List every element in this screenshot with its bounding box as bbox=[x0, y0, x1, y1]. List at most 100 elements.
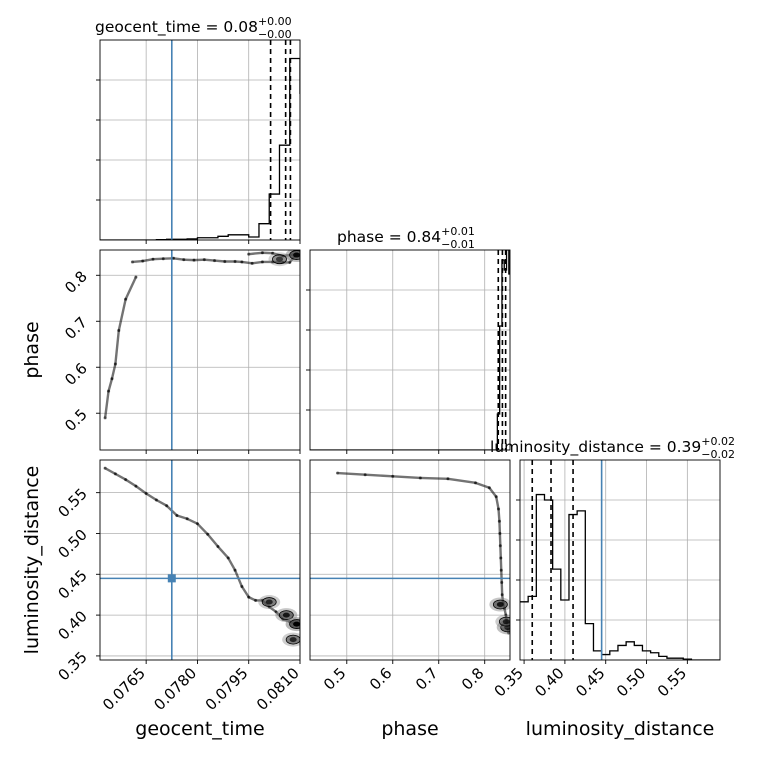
density-level-3 bbox=[289, 637, 297, 643]
panel-luminosity_distance-geocent_time bbox=[96, 459, 301, 664]
sample-trace bbox=[134, 484, 148, 495]
density-level-3 bbox=[293, 621, 300, 627]
y-tick-label-luminosity_distance: 0.55 bbox=[54, 485, 90, 521]
density-level-3 bbox=[502, 619, 510, 625]
samples-luminosity_distance_vs_geocent_time bbox=[103, 466, 300, 647]
sample-trace bbox=[185, 517, 199, 525]
x-tick-label-phase: 0.8 bbox=[458, 664, 488, 694]
truth-point bbox=[167, 574, 176, 583]
sample-trace bbox=[144, 492, 158, 502]
title-phase: phase = 0.84+0.01 −0.01 bbox=[337, 225, 475, 251]
sample-trace bbox=[250, 260, 264, 265]
x-tick-label-phase: 0.7 bbox=[412, 664, 442, 694]
panel-frame bbox=[519, 459, 721, 661]
x-axis-label-geocent_time: geocent_time bbox=[135, 718, 264, 740]
x-axis-label-luminosity_distance: luminosity_distance bbox=[526, 718, 715, 740]
histogram-luminosity_distance bbox=[520, 493, 720, 660]
title-lower-error: −0.00 bbox=[258, 28, 292, 41]
x-tick-label-luminosity_distance: 0.45 bbox=[572, 664, 608, 700]
sample-point bbox=[103, 416, 107, 420]
title-main: luminosity_distance = 0.39 bbox=[490, 438, 701, 457]
samples-luminosity_distance_vs_phase bbox=[335, 471, 510, 635]
x-tick-label-geocent_time: 0.0795 bbox=[202, 664, 252, 714]
sample-trace bbox=[495, 495, 500, 511]
sample-trace bbox=[213, 259, 226, 263]
density-level-3 bbox=[265, 599, 273, 605]
sample-trace bbox=[474, 481, 491, 489]
panel-geocent_time-geocent_time bbox=[96, 39, 301, 244]
histogram-geocent_time bbox=[100, 57, 300, 240]
sample-trace bbox=[196, 522, 209, 536]
panel-phase-geocent_time bbox=[96, 249, 301, 454]
sample-point bbox=[247, 252, 251, 256]
labels-layer: geocent_time = 0.08+0.00 −0.00 phase = 0.8… bbox=[21, 15, 735, 740]
density-level-3 bbox=[496, 601, 504, 607]
sample-trace bbox=[419, 476, 450, 480]
y-tick-label-luminosity_distance: 0.50 bbox=[54, 526, 90, 562]
sample-trace bbox=[240, 260, 254, 265]
sample-trace bbox=[103, 389, 110, 420]
sample-trace bbox=[336, 471, 367, 476]
y-tick-label-luminosity_distance: 0.35 bbox=[54, 648, 90, 684]
sample-trace bbox=[247, 251, 264, 256]
sample-trace bbox=[114, 472, 127, 481]
y-tick-label-phase: 0.7 bbox=[61, 313, 91, 343]
sample-trace bbox=[131, 259, 144, 264]
x-tick-label-geocent_time: 0.0765 bbox=[99, 664, 149, 714]
panel-frame bbox=[309, 459, 511, 661]
y-tick-label-phase: 0.8 bbox=[61, 267, 91, 297]
panel-frame bbox=[99, 459, 301, 661]
sample-trace bbox=[488, 486, 498, 498]
sample-trace bbox=[175, 514, 189, 520]
y-tick-label-luminosity_distance: 0.45 bbox=[54, 566, 90, 602]
panel-phase-phase bbox=[306, 249, 511, 454]
title-upper-error: +0.02 bbox=[701, 435, 735, 448]
y-tick-label-phase: 0.5 bbox=[61, 405, 91, 435]
sample-trace bbox=[141, 257, 155, 263]
sample-trace bbox=[124, 275, 138, 301]
sample-trace bbox=[117, 297, 127, 332]
samples-phase_vs_geocent_time bbox=[103, 250, 300, 420]
sample-trace bbox=[497, 507, 501, 523]
title-lower-error: −0.02 bbox=[701, 448, 735, 461]
sample-trace bbox=[206, 533, 220, 548]
density-level-3 bbox=[282, 612, 290, 618]
panel-luminosity_distance-luminosity_distance bbox=[516, 459, 721, 664]
sample-trace bbox=[124, 478, 138, 488]
sample-trace bbox=[391, 475, 422, 480]
sample-trace bbox=[227, 556, 237, 572]
sample-trace bbox=[268, 605, 278, 614]
sample-trace bbox=[107, 377, 114, 393]
x-tick-label-luminosity_distance: 0.35 bbox=[491, 664, 527, 700]
x-tick-label-luminosity_distance: 0.55 bbox=[654, 664, 690, 700]
x-tick-label-geocent_time: 0.0810 bbox=[253, 664, 303, 714]
sample-trace bbox=[247, 595, 257, 602]
y-tick-label-phase: 0.6 bbox=[61, 359, 91, 389]
title-luminosity_distance: luminosity_distance = 0.39+0.02 −0.02 bbox=[490, 435, 735, 461]
title-main: phase = 0.84 bbox=[337, 228, 441, 246]
sample-trace bbox=[363, 473, 394, 478]
x-tick-label-phase: 0.6 bbox=[366, 664, 396, 694]
y-axis-label-luminosity_distance: luminosity_distance bbox=[21, 466, 43, 655]
panels-layer bbox=[96, 39, 721, 664]
y-tick-label-luminosity_distance: 0.40 bbox=[54, 607, 90, 643]
title-lower-error: −0.01 bbox=[441, 238, 475, 251]
sample-trace bbox=[240, 585, 250, 599]
sample-trace bbox=[446, 477, 477, 485]
panel-frame bbox=[99, 249, 301, 451]
sample-trace bbox=[172, 257, 185, 261]
title-upper-error: +0.00 bbox=[258, 15, 292, 28]
sample-trace bbox=[103, 466, 117, 476]
title-main: geocent_time = 0.08 bbox=[95, 18, 258, 37]
sample-trace bbox=[216, 545, 230, 560]
x-tick-label-luminosity_distance: 0.50 bbox=[613, 664, 649, 700]
sample-trace bbox=[155, 498, 168, 507]
histogram-phase bbox=[310, 250, 510, 450]
sample-trace bbox=[203, 258, 216, 262]
panel-frame bbox=[99, 39, 301, 241]
sample-point bbox=[507, 631, 510, 635]
panel-luminosity_distance-phase bbox=[309, 459, 511, 664]
x-tick-label-geocent_time: 0.0780 bbox=[150, 664, 200, 714]
y-axis-label-phase: phase bbox=[21, 321, 43, 378]
